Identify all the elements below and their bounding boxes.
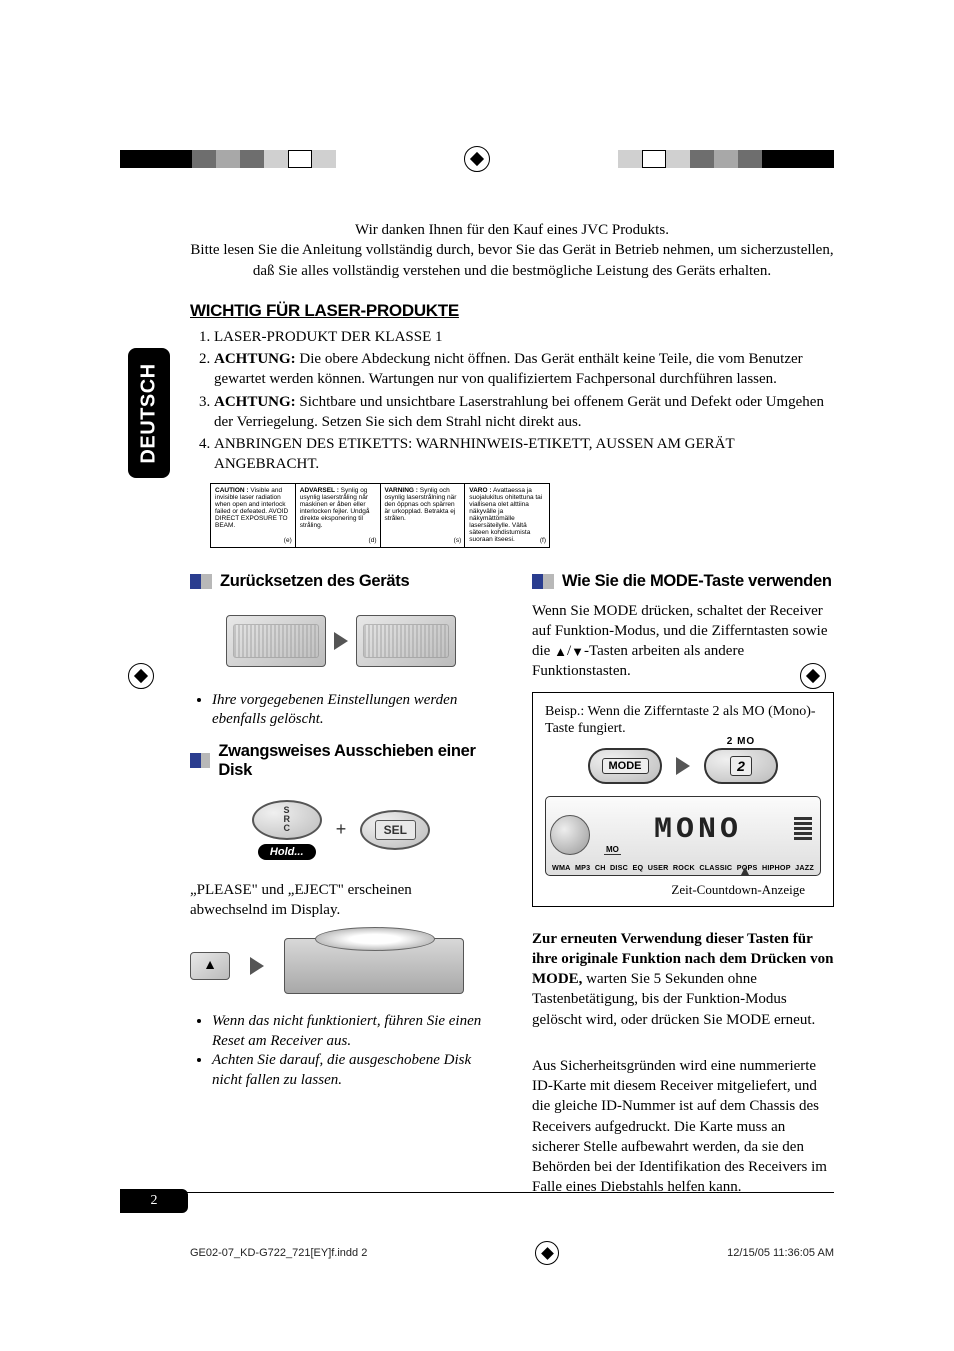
lcd-main-text: MONO [606, 813, 790, 847]
laser-item-2: ACHTUNG: Die obere Abdeckung nicht öffne… [214, 349, 834, 390]
lcd-display: MONO MO WMAMP3CHDISCEQUSERROCKCLASSICPOP… [545, 796, 821, 876]
plus-icon: + [336, 819, 347, 840]
security-paragraph: Aus Sicherheitsgründen wird eine nummeri… [532, 1056, 834, 1198]
reset-diagram [190, 601, 492, 681]
subtitle-reset-label: Zurücksetzen des Geräts [220, 572, 409, 591]
footer-filename: GE02-07_KD-G722_721[EY]f.indd 2 [190, 1247, 367, 1259]
arrow-right-icon [250, 957, 264, 975]
hold-badge: Hold... [258, 844, 316, 860]
mode-example-box: Beisp.: Wenn die Zifferntaste 2 als MO (… [532, 692, 834, 907]
intro-line-1: Wir danken Ihnen für den Kauf eines JVC … [190, 220, 834, 240]
laser-item-4: ANBRINGEN DES ETIKETTS: WARNHINWEIS-ETIK… [214, 434, 834, 475]
language-tab: DEUTSCH [128, 348, 170, 478]
right-column: Wie Sie die MODE-Taste verwenden Wenn Si… [532, 566, 834, 1206]
registration-target-left [128, 663, 154, 689]
sel-button-label: SEL [375, 820, 416, 840]
subtitle-eject: Zwangsweises Ausschieben einer Disk [190, 742, 492, 780]
laser-list: LASER-PRODUKT DER KLASSE 1 ACHTUNG: Die … [190, 327, 834, 475]
receiver-faceplate-before [226, 615, 326, 667]
force-eject-diagram: S R C Hold... + SEL [190, 790, 492, 870]
reset-notes: Ihre vorgegebenen Einstellungen werden e… [190, 691, 492, 730]
laser-item-1: LASER-PRODUKT DER KLASSE 1 [214, 327, 834, 347]
subtitle-mode: Wie Sie die MODE-Taste verwenden [532, 572, 834, 591]
two-column-body: Zurücksetzen des Geräts Ihre vorgegebene… [190, 566, 834, 1206]
subtitle-eject-label: Zwangsweises Ausschieben einer Disk [218, 742, 492, 780]
intro-text: Wir danken Ihnen für den Kauf eines JVC … [190, 220, 834, 281]
subtitle-mode-label: Wie Sie die MODE-Taste verwenden [562, 572, 832, 591]
mode-button-label: MODE [602, 758, 649, 774]
eject-deck-diagram: ▲ [190, 938, 492, 994]
registration-target-bottom [535, 1241, 559, 1265]
down-triangle-icon: ▼ [571, 644, 584, 659]
mode-button-icon: MODE [588, 748, 662, 784]
page-number: 2 [151, 1193, 158, 1209]
lcd-knob-icon [550, 815, 590, 855]
eject-note-2: Achten Sie darauf, die ausgeschobene Dis… [212, 1051, 492, 1090]
page-number-badge: 2 [120, 1189, 188, 1213]
reset-note-1: Ihre vorgegebenen Einstellungen werden e… [212, 691, 492, 730]
section-marker-icon [190, 753, 210, 768]
subtitle-reset: Zurücksetzen des Geräts [190, 572, 492, 591]
number-button-label: 2 [730, 756, 752, 776]
eject-button-icon: ▲ [190, 952, 230, 980]
lcd-level-bars [794, 817, 812, 845]
mode-example-label: Beisp.: Wenn die Zifferntaste 2 als MO (… [545, 703, 821, 738]
footer: GE02-07_KD-G722_721[EY]f.indd 2 12/15/05… [190, 1241, 834, 1265]
countdown-arrow-icon [740, 867, 750, 876]
lcd-mode-strip: WMAMP3CHDISCEQUSERROCKCLASSICPOPSHIPHOPJ… [552, 863, 814, 872]
arrow-right-icon [676, 757, 690, 775]
sel-button-icon: SEL [360, 810, 430, 850]
lcd-mo-indicator: MO [604, 845, 621, 855]
registration-target-right [800, 663, 826, 689]
receiver-faceplate-after [356, 615, 456, 667]
number-2-button-icon: 2 MO 2 [704, 748, 778, 784]
countdown-label: Zeit-Countdown-Anzeige [545, 882, 821, 898]
crop-bar-left [120, 150, 336, 168]
section-title-laser: WICHTIG FÜR LASER-PRODUKTE [190, 301, 834, 321]
bottom-rule [120, 1192, 834, 1193]
section-marker-icon [532, 574, 554, 589]
crop-bar-right [618, 150, 834, 168]
arrow-right-icon [334, 632, 348, 650]
intro-line-2: Bitte lesen Sie die Anleitung vollständi… [190, 240, 834, 281]
section-marker-icon [190, 574, 212, 589]
mode-after-paragraph: Zur erneuten Verwendung dieser Tasten fü… [532, 929, 834, 1030]
footer-timestamp: 12/15/05 11:36:05 AM [727, 1247, 834, 1259]
number-button-superscript: 2 MO [727, 736, 755, 747]
up-triangle-icon: ▲ [554, 644, 567, 659]
src-button-icon: S R C [252, 800, 322, 840]
src-button-label: S R C [283, 806, 290, 833]
eject-notes: Wenn das nicht funktioniert, führen Sie … [190, 1012, 492, 1090]
registration-target-top [464, 146, 490, 172]
cd-deck-icon [284, 938, 464, 994]
disc-icon [315, 927, 435, 951]
laser-item-3: ACHTUNG: Sichtbare und unsichtbare Laser… [214, 392, 834, 433]
mode-button-row: MODE 2 MO 2 [545, 748, 821, 784]
page: DEUTSCH Wir danken Ihnen für den Kauf ei… [0, 0, 954, 1351]
left-column: Zurücksetzen des Geräts Ihre vorgegebene… [190, 566, 492, 1206]
warning-label-sticker: CAUTION : Visible and invisible laser ra… [210, 483, 550, 548]
eject-description: „PLEASE" und „EJECT" erscheinen abwechse… [190, 880, 492, 921]
mode-intro: Wenn Sie MODE drücken, schaltet der Rece… [532, 601, 834, 682]
eject-note-1: Wenn das nicht funktioniert, führen Sie … [212, 1012, 492, 1051]
language-tab-label: DEUTSCH [138, 363, 161, 463]
